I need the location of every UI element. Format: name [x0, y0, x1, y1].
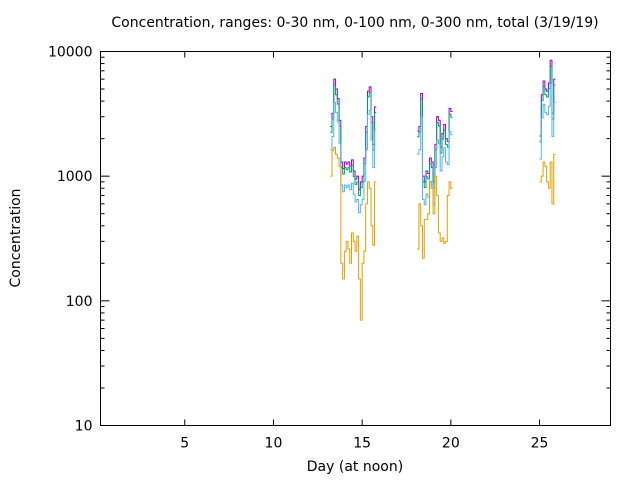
y-tick-label: 10000 [48, 45, 93, 61]
series-line-segment [539, 153, 556, 205]
series-0-100-nm [330, 83, 556, 214]
y-tick-label: 100 [66, 294, 93, 310]
plot-frame [100, 51, 611, 426]
series-0-30-nm [330, 146, 556, 321]
x-axis-label: Day (at noon) [307, 459, 403, 475]
series-line-segment [539, 59, 556, 137]
series-line-segment [539, 83, 556, 160]
series-line-segment [330, 101, 377, 214]
x-tick-label: 5 [180, 436, 189, 452]
y-axis-label: Concentration [8, 188, 24, 287]
axes: 5 10 15 20 25 10 100 1000 10000 [48, 45, 611, 452]
x-tick-label: 15 [353, 436, 371, 452]
x-tick-label: 10 [265, 436, 283, 452]
plot-area [330, 59, 556, 321]
series-line-segment [417, 175, 453, 259]
y-tick-label: 1000 [57, 169, 93, 185]
x-tick-label: 25 [531, 436, 549, 452]
chart-title: Concentration, ranges: 0-30 nm, 0-100 nm… [111, 15, 598, 31]
series-line-segment [539, 65, 556, 143]
series-line-segment [330, 146, 377, 321]
y-tick-label: 10 [75, 419, 93, 435]
series-line-segment [330, 84, 377, 196]
x-tick-label: 20 [442, 436, 460, 452]
series-0-300-nm [330, 65, 556, 196]
